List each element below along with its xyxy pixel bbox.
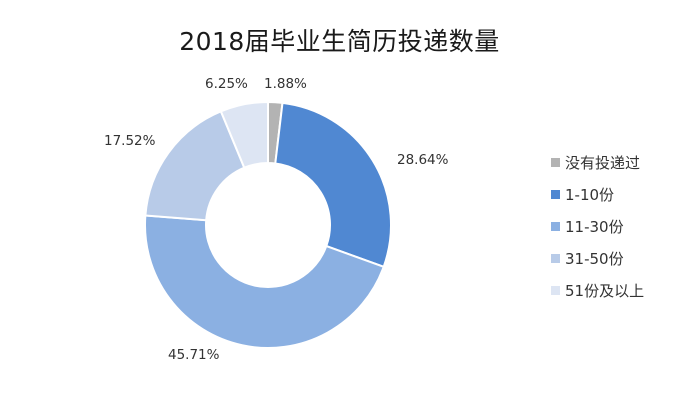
donut-slice-2 <box>274 101 392 269</box>
legend-swatch <box>551 253 560 263</box>
legend-item-1: 没有投递过 <box>551 146 644 178</box>
legend-swatch <box>551 285 560 295</box>
chart-legend: 没有投递过 1-10份 11-30份 31-50份 51份及以上 <box>551 146 644 306</box>
legend-label: 51份及以上 <box>565 281 645 300</box>
legend-item-4: 31-50份 <box>551 242 644 274</box>
slice-value-label-1: 1.88% <box>264 76 307 92</box>
legend-label: 11-30份 <box>565 217 624 236</box>
legend-item-2: 1-10份 <box>551 178 644 210</box>
slice-value-labels: 1.88% 28.64% 45.71% 17.52% 6.25% <box>104 76 449 363</box>
legend-label: 31-50份 <box>565 249 624 268</box>
legend-label: 1-10份 <box>565 185 615 204</box>
donut-slice-3 <box>144 214 385 349</box>
legend-item-5: 51份及以上 <box>551 274 644 306</box>
slice-value-label-5: 6.25% <box>205 76 248 92</box>
donut-slices <box>144 100 392 349</box>
slice-value-label-4: 17.52% <box>104 133 156 149</box>
legend-swatch <box>551 189 560 199</box>
slice-value-label-2: 28.64% <box>397 152 449 168</box>
donut-slice-5 <box>219 100 269 170</box>
legend-swatch <box>551 157 560 167</box>
legend-label: 没有投递过 <box>565 153 641 172</box>
chart-title: 2018届毕业生简历投递数量 <box>179 27 500 56</box>
legend-item-3: 11-30份 <box>551 210 644 242</box>
slice-value-label-3: 45.71% <box>168 347 220 363</box>
legend-swatch <box>551 221 560 231</box>
